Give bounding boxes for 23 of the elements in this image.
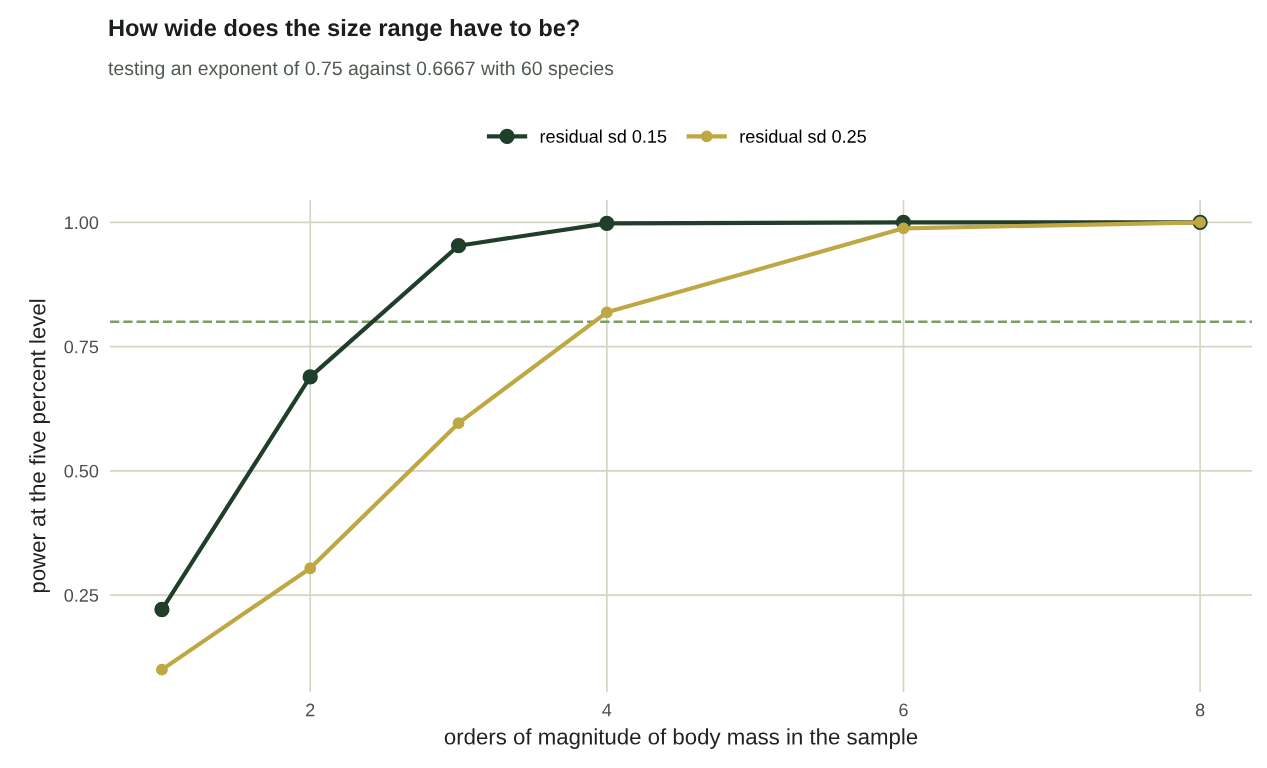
- x-tick-label: 8: [1195, 703, 1205, 717]
- chart-subtitle: testing an exponent of 0.75 against 0.6667 with 60 species: [108, 60, 614, 80]
- chart-title: How wide does the size range have to be?: [109, 18, 579, 42]
- point: [600, 306, 613, 319]
- point: [897, 222, 910, 235]
- legend-label: residual sd 0.15: [540, 129, 667, 143]
- point: [304, 562, 317, 575]
- y-tick-label: 0.75: [64, 340, 99, 354]
- point: [450, 238, 467, 254]
- y-tick-label: 0.25: [64, 589, 99, 602]
- point: [452, 417, 465, 430]
- x-axis-title: orders of magnitude of body mass in the sample: [444, 728, 918, 749]
- point: [156, 663, 168, 676]
- legend-label: residual sd 0.25: [740, 129, 866, 143]
- y-axis-title: power at the five percent level: [29, 299, 50, 593]
- x-tick-label: 2: [306, 703, 315, 717]
- point: [599, 215, 615, 231]
- y-tick-label: 1.00: [65, 216, 99, 230]
- point: [154, 601, 170, 618]
- point: [302, 369, 318, 385]
- x-tick-label: 4: [602, 703, 612, 717]
- x-tick-label: 6: [899, 703, 908, 717]
- y-tick-label: 0.50: [64, 464, 99, 478]
